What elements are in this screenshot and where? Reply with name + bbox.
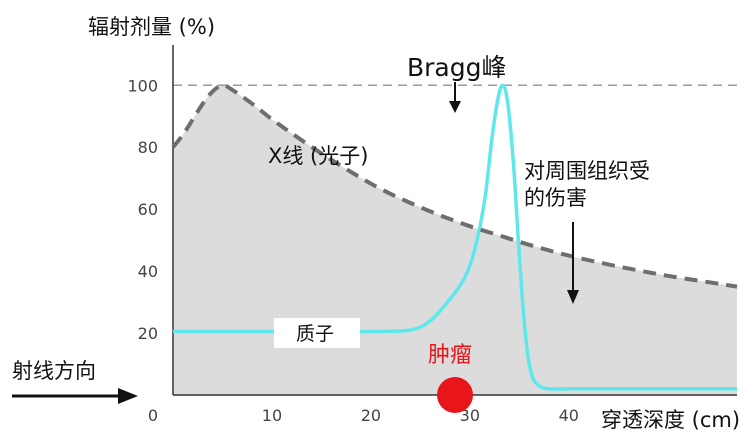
bragg-peak-arrow bbox=[449, 82, 461, 113]
x-tick-label: 40 bbox=[559, 406, 579, 425]
proton-label-box bbox=[274, 318, 360, 348]
tumor-label: 肿瘤 bbox=[428, 343, 472, 368]
x-tick-label: 20 bbox=[361, 406, 381, 425]
beam-direction-arrow bbox=[12, 388, 138, 404]
bragg-peak-label: Bragg峰 bbox=[407, 53, 507, 82]
x-axis-title: 穿透深度 (cm) bbox=[601, 408, 740, 432]
y-tick-label: 100 bbox=[127, 76, 158, 95]
beam-direction-label: 射线方向 bbox=[12, 359, 96, 383]
y-axis-title: 辐射剂量 (%) bbox=[88, 15, 215, 39]
y-tick-label: 60 bbox=[138, 200, 158, 219]
proton-dose-line bbox=[173, 83, 737, 391]
y-tick-label: 40 bbox=[138, 262, 158, 281]
y-tick-label: 20 bbox=[138, 324, 158, 343]
photon-dose-area bbox=[173, 85, 737, 395]
tissue-damage-arrow bbox=[567, 222, 579, 304]
tumor-icon bbox=[437, 377, 473, 413]
tissue-damage-label-line2: 的伤害 bbox=[524, 186, 587, 210]
x-tick-label: 10 bbox=[262, 406, 282, 425]
x-tick-label: 0 bbox=[148, 406, 158, 425]
x-tick-label: 30 bbox=[460, 406, 480, 425]
y-tick-label: 80 bbox=[138, 138, 158, 157]
photon-dose-line bbox=[171, 83, 738, 289]
proton-label: 质子 bbox=[296, 323, 334, 345]
tissue-damage-label-line1: 对周围组织受 bbox=[524, 159, 650, 183]
photon-label: X线 (光子) bbox=[268, 144, 368, 168]
